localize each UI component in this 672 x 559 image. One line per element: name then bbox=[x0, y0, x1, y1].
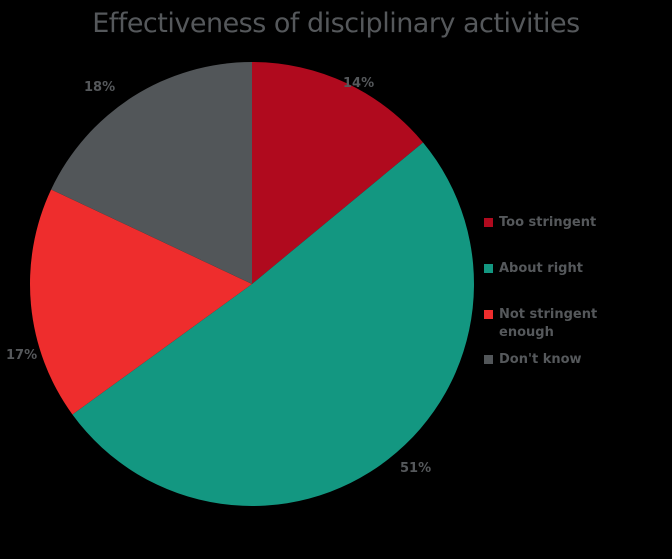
legend-swatch-icon bbox=[484, 218, 493, 227]
legend-label-line2: enough bbox=[499, 325, 554, 340]
legend-swatch-icon bbox=[484, 310, 493, 319]
pie-slice-not-stringent-enough bbox=[30, 189, 253, 415]
legend-item-about-right: About right bbox=[484, 260, 583, 278]
legend-swatch-icon bbox=[484, 264, 493, 273]
pie-slice-too-stringent bbox=[252, 62, 424, 284]
legend-item-dont-know: Don't know bbox=[484, 351, 582, 369]
legend-item-too-stringent: Too stringent bbox=[484, 214, 596, 232]
legend-swatch-icon bbox=[484, 355, 493, 364]
pie-slice-dont-know bbox=[51, 62, 253, 284]
data-label-not-stringent-enough: 17% bbox=[6, 348, 38, 363]
data-label-about-right: 51% bbox=[400, 461, 432, 476]
data-label-dont-know: 18% bbox=[84, 80, 116, 95]
legend-label-line1: Not stringent bbox=[499, 307, 598, 322]
data-label-too-stringent: 14% bbox=[343, 76, 375, 91]
legend-item-not-stringent-enough: Not stringent enough bbox=[484, 306, 597, 342]
chart-title: Effectiveness of disciplinary activities bbox=[92, 8, 580, 39]
pie-slice-about-right bbox=[72, 142, 474, 506]
